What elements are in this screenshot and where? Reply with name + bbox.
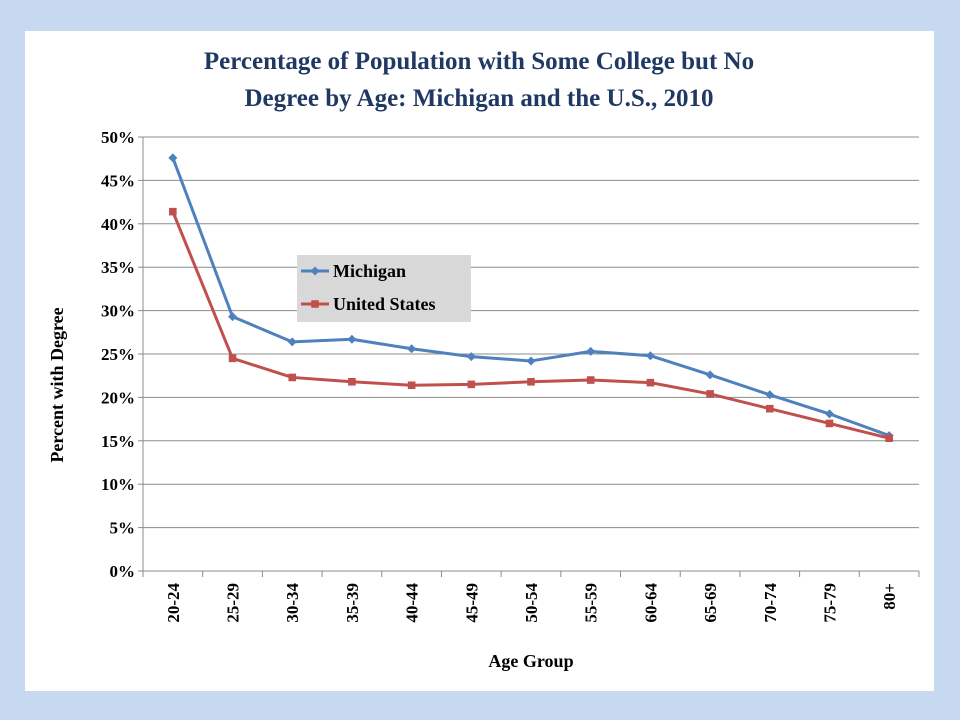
data-point-michigan (407, 344, 417, 354)
data-point-michigan (466, 352, 476, 362)
x-tick-label: 45-49 (462, 583, 481, 623)
y-tick-label: 50% (101, 128, 135, 147)
data-point-united-states (527, 377, 535, 386)
data-point-michigan (705, 370, 715, 380)
data-point-united-states (706, 390, 714, 398)
series-line-united-states (171, 211, 890, 440)
chart-title-line-1: Percentage of Population with Some Colle… (204, 48, 754, 75)
x-tick-label: 25-29 (224, 583, 243, 623)
slide-panel: Percentage of Population with Some Colle… (25, 31, 934, 691)
data-point-united-states (765, 404, 774, 413)
series-united-states (169, 207, 893, 442)
data-point-united-states (885, 434, 893, 442)
y-tick-label: 25% (101, 345, 135, 364)
x-tick-label: 70-74 (761, 583, 780, 623)
y-tick-label: 30% (101, 302, 135, 321)
x-tick-label: 75-79 (820, 583, 839, 623)
y-tick-label: 20% (101, 388, 135, 407)
data-point-michigan (586, 346, 596, 356)
data-point-michigan (645, 351, 655, 361)
x-tick-label: 80+ (880, 583, 899, 610)
data-point-united-states (348, 377, 356, 386)
series-line-michigan (171, 157, 890, 438)
x-tick-label: 35-39 (343, 583, 362, 623)
data-point-united-states (467, 380, 476, 389)
data-point-michigan (765, 390, 775, 400)
y-tick-label: 40% (101, 215, 135, 234)
data-point-united-states (407, 381, 416, 390)
y-axis-title: Percent with Degree (47, 307, 67, 462)
x-tick-label: 65-69 (701, 583, 720, 623)
x-axis-ticks: 20-24 25-29 30-34 35-39 40-44 45-49 50-54 55-59… (164, 583, 899, 623)
legend-label-michigan: Michigan (333, 261, 406, 281)
legend-marker-michigan (310, 266, 320, 276)
y-tick-label: 0% (110, 562, 136, 581)
x-tick-label: 55-59 (582, 583, 601, 623)
y-tick-label: 35% (101, 258, 135, 277)
data-point-united-states (169, 207, 177, 216)
legend-box (297, 255, 471, 322)
data-point-michigan (287, 337, 297, 347)
y-tick-label: 5% (110, 519, 136, 538)
x-tick-label: 30-34 (283, 583, 302, 623)
chart: Percentage of Population with Some Colle… (47, 48, 920, 671)
data-point-michigan (228, 312, 238, 322)
data-point-united-states (228, 354, 237, 363)
data-point-united-states (825, 419, 834, 428)
legend: Michigan United States (297, 255, 471, 322)
chart-title-line-2: Degree by Age: Michigan and the U.S., 20… (245, 85, 714, 112)
y-axis-ticks: 0% 5% 10% 15% 20% 25% 30% 35% 40% 45% 50% (101, 128, 135, 581)
data-point-michigan (824, 409, 834, 419)
y-tick-label: 45% (101, 171, 135, 190)
x-tick-label: 40-44 (403, 583, 422, 623)
y-tick-label: 10% (101, 475, 135, 494)
data-point-united-states (288, 373, 297, 382)
data-point-michigan (347, 334, 357, 344)
x-tick-label: 60-64 (641, 583, 660, 623)
legend-label-united-states: United States (333, 294, 436, 314)
gridlines (138, 136, 920, 577)
series-group (168, 153, 894, 442)
data-point-united-states (646, 378, 655, 387)
legend-marker-united-states (311, 300, 319, 308)
y-tick-label: 15% (101, 432, 135, 451)
data-point-united-states (586, 376, 595, 384)
data-point-michigan (168, 153, 178, 163)
x-tick-label: 50-54 (522, 583, 541, 623)
data-point-michigan (526, 356, 536, 366)
x-tick-label: 20-24 (164, 583, 183, 623)
x-axis-title: Age Group (488, 651, 573, 671)
